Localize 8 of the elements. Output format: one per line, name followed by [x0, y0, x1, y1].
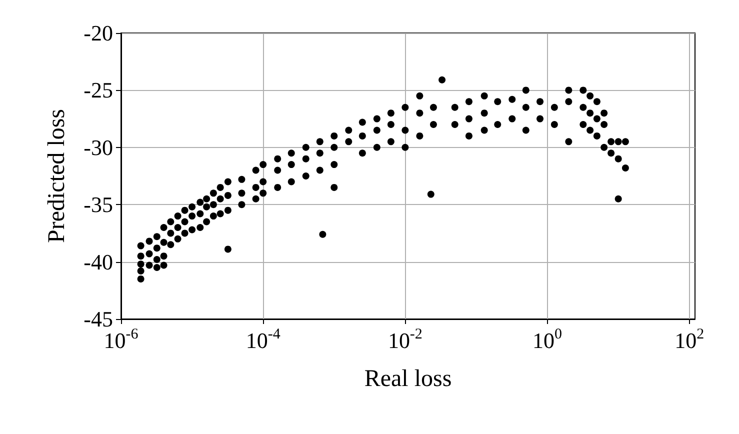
y-tick-label: -45	[84, 306, 113, 332]
x-axis-title: Real loss	[364, 366, 452, 392]
y-axis-title: Predicted loss	[44, 109, 70, 243]
y-tick-label: -40	[84, 249, 113, 274]
y-tick-label: -20	[84, 20, 113, 46]
y-tick-label: -30	[84, 134, 113, 160]
y-tick-label: -35	[84, 192, 113, 218]
y-tick-label: -25	[84, 78, 113, 103]
